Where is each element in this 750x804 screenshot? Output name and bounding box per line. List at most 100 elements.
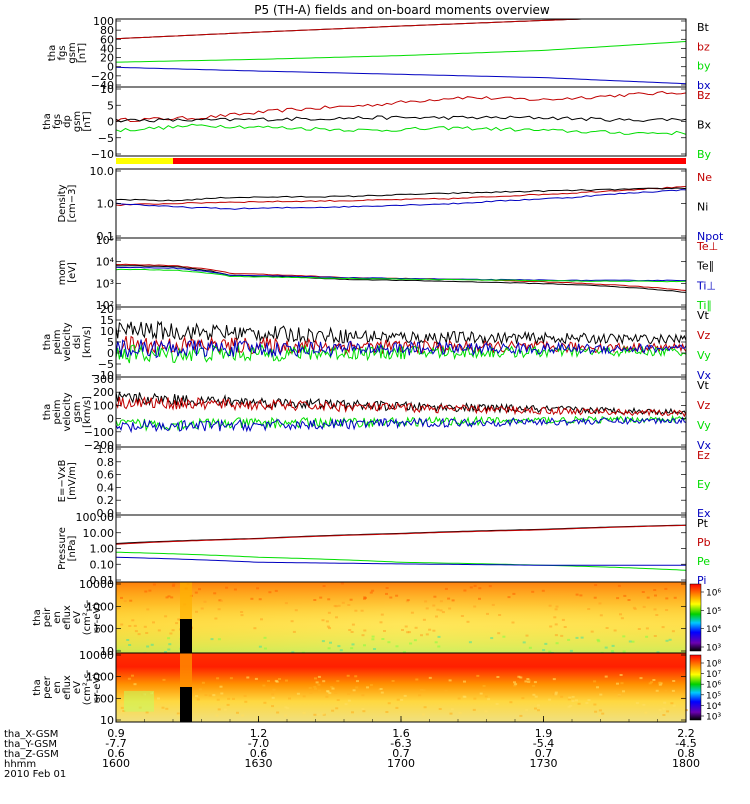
heatmap-low-energy-patch	[124, 690, 154, 712]
heatmap-cell	[604, 646, 608, 649]
heatmap-cell	[286, 707, 290, 710]
heatmap-cell	[195, 610, 198, 613]
heatmap-cell	[637, 628, 641, 630]
heatmap-cell	[521, 697, 525, 700]
heatmap-cell	[611, 644, 615, 647]
heatmap-cell	[406, 631, 410, 634]
heatmap-cell	[641, 591, 645, 593]
ylabel-line: tha	[42, 404, 53, 420]
heatmap-cell	[379, 688, 383, 690]
heatmap-cell	[509, 701, 513, 704]
legend-label: bz	[697, 40, 710, 53]
heatmap-cell	[490, 637, 494, 640]
ylabel-line: en	[52, 681, 63, 694]
heatmap-cell	[532, 693, 536, 696]
ytick-label: 10	[100, 714, 114, 727]
ytick-label: 100	[93, 399, 114, 412]
ytick-label: −100	[84, 426, 114, 439]
ylabel: thapeerenefluxeV(cm²-s-sr-eV)	[32, 669, 103, 705]
xaxis-value: -4.5	[675, 737, 696, 750]
heatmap-cell	[321, 619, 325, 622]
colorbar-label: 10⁵	[706, 691, 721, 701]
heatmap-cell	[319, 596, 323, 599]
heatmap-cell	[507, 596, 511, 599]
heatmap-cell	[553, 616, 557, 619]
heatmap-cell	[387, 702, 391, 705]
heatmap-cell	[658, 682, 662, 685]
colorbar-label: 10⁶	[706, 589, 721, 599]
ylabel-line: (cm²-s-	[82, 669, 93, 705]
heatmap-cell	[381, 638, 385, 640]
heatmap-cell	[519, 714, 523, 717]
heatmap-cell	[567, 698, 571, 701]
heatmap-cell	[204, 694, 208, 696]
ytick-label: 15	[100, 314, 114, 327]
heatmap-cell	[194, 591, 198, 594]
heatmap-cell	[402, 651, 406, 653]
heatmap-cell	[620, 617, 624, 620]
ytick-label: 10²	[96, 299, 114, 312]
legend-label: Ex	[697, 507, 711, 520]
heatmap-cell	[646, 596, 650, 599]
heatmap-cell	[673, 596, 677, 599]
heatmap-cell	[157, 697, 160, 700]
heatmap-cell	[526, 678, 530, 680]
xaxis-row-label: tha_X-GSM	[4, 729, 58, 740]
panel-peir: 10⁶ 10⁵ 10⁴ 10³ 10000 1000 100 10 thapeireneflux…	[32, 578, 721, 658]
heatmap-cell	[177, 618, 181, 621]
heatmap-cell	[579, 594, 583, 597]
heatmap-cell	[484, 695, 488, 698]
heatmap-cell	[334, 605, 338, 608]
series-temperature-2	[115, 266, 687, 282]
heatmap-cell	[219, 685, 223, 688]
heatmap-cell	[196, 698, 200, 701]
heatmap-cell	[371, 638, 375, 641]
heatmap-cell	[220, 599, 223, 602]
legend-label: Vx	[697, 439, 712, 452]
heatmap-cell	[274, 589, 278, 592]
heatmap-cell	[350, 647, 354, 650]
heatmap-cell	[169, 632, 173, 635]
legend-label: Ez	[697, 449, 710, 462]
ylabel-line: dp	[62, 115, 73, 128]
ytick-label: 10.00	[83, 527, 115, 540]
heatmap-cell	[122, 710, 126, 712]
series-fgs-0	[115, 18, 686, 40]
heatmap-cell	[263, 636, 267, 639]
heatmap-cell	[339, 649, 343, 652]
heatmap-cell	[220, 692, 224, 695]
heatmap-cell	[318, 689, 322, 692]
heatmap-cell	[665, 597, 669, 600]
heatmap-cell	[598, 709, 602, 712]
legend-label: Ti∥	[696, 299, 712, 312]
legend-label: Ni	[697, 201, 708, 214]
heatmap-cell	[466, 620, 470, 623]
heatmap-cell	[337, 645, 341, 648]
heatmap-cell	[162, 678, 166, 681]
heatmap-cell	[435, 615, 438, 618]
ylabel-line: fgs	[52, 114, 63, 129]
heatmap-cell	[317, 675, 321, 678]
heatmap-cell	[341, 601, 345, 604]
heatmap-cell	[263, 647, 267, 650]
heatmap-cell	[495, 703, 499, 705]
heatmap-cell	[146, 608, 150, 611]
heatmap-cell	[418, 694, 422, 697]
ytick-label: 10⁴	[96, 256, 115, 269]
heatmap-cell	[395, 706, 399, 709]
ytick-label: 10	[100, 645, 114, 658]
ylabel: thafgsgsm[nT]	[47, 42, 88, 63]
heatmap-cell	[563, 626, 567, 628]
legend-label: Pb	[697, 536, 711, 549]
heatmap-cell	[554, 608, 558, 611]
ytick-label: 0.1	[97, 230, 115, 243]
heatmap-cell	[622, 650, 626, 653]
heatmap-cell	[668, 638, 672, 641]
heatmap-cell	[366, 686, 369, 689]
heatmap-cell	[322, 680, 326, 683]
heatmap-cell	[240, 614, 244, 617]
heatmap-cell	[172, 583, 176, 586]
ytick-label: −20	[91, 70, 114, 83]
heatmap-cell	[213, 592, 217, 595]
